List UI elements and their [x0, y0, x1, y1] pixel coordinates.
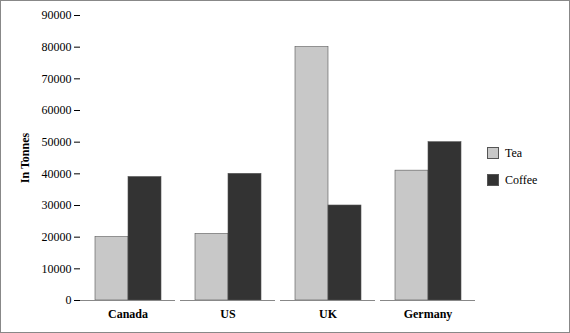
svg-text:70000: 70000	[42, 72, 72, 86]
html-text:Coffee: Coffee	[505, 172, 538, 187]
svg-text:20000: 20000	[42, 230, 72, 244]
svg-text:0: 0	[66, 293, 72, 307]
svg-text:80000: 80000	[42, 40, 72, 54]
svg-text:10000: 10000	[42, 262, 72, 276]
svg-text:US: US	[220, 307, 236, 321]
svg-text:50000: 50000	[42, 135, 72, 149]
svg-text:90000: 90000	[42, 8, 72, 22]
svg-text:UK: UK	[319, 307, 338, 321]
svg-text:60000: 60000	[42, 103, 72, 117]
svg-text:In Tonnes: In Tonnes	[18, 132, 32, 183]
svg-text:30000: 30000	[42, 198, 72, 212]
html-text:Tea: Tea	[505, 145, 523, 160]
svg-text:Canada: Canada	[108, 307, 148, 321]
svg-text:40000: 40000	[42, 167, 72, 181]
svg-text:Germany: Germany	[404, 307, 453, 321]
